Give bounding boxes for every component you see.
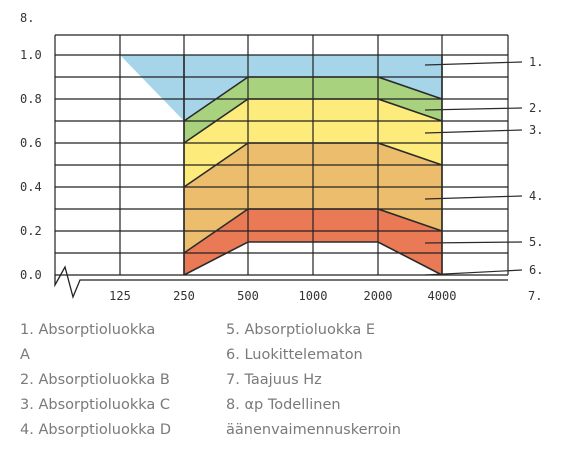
y-tick-label: 0.6 [20,136,42,150]
legend-column-1: 1. Absorptioluokka A 2. Absorptioluokka … [20,318,171,443]
callout-label-6: 6. [529,263,543,277]
callout-line-2 [424,107,523,111]
zone-outlines [183,55,443,276]
absorption-class-chart: 8. 7. 0.0 0.2 0.4 0.6 0.8 1.0 125 250 500 1000 200… [20,11,543,303]
legend-item: 5. Absorptioluokka E [226,322,376,338]
zone-boundary-4 [183,208,443,254]
legend-item: 6. Luokittelematon [226,347,363,363]
legend-item: 4. Absorptioluokka D [20,422,172,438]
x-axis-break [54,265,508,300]
callout-label-2: 2. [529,101,543,115]
callout-label-5: 5. [529,235,543,249]
y-tick-label: 0.2 [20,224,42,238]
callout-line-5 [424,241,523,244]
y-tick-label: 0.4 [20,180,42,194]
x-tick-label: 2000 [364,289,393,303]
x-axis-label: 7. [528,289,542,303]
legend-item: 8. αp Todellinen [226,397,341,413]
zone-boundary-1 [183,76,443,122]
x-tick-label: 4000 [428,289,457,303]
legend-item: 1. Absorptioluokka [20,322,156,338]
zone-boundary-3 [183,142,443,188]
figure-label: 8. [20,11,34,25]
legend-column-2: 5. Absorptioluokka E 6. Luokittelematon … [226,318,401,443]
zone-boundary-2 [183,98,443,144]
legend-item: 7. Taajuus Hz [226,372,322,388]
y-tick-label: 0.8 [20,92,42,106]
legend-item: 3. Absorptioluokka C [20,397,170,413]
legend-item: A [20,347,30,363]
callout-label-3: 3. [529,123,543,137]
callout-line-4 [424,195,523,200]
callout-line-6 [424,269,523,276]
zone-callouts: 1. 2. 3. 4. 5. 6. [424,55,543,277]
zone-area-1 [120,55,442,121]
callout-line-1 [424,61,523,66]
zone-boundary-5 [183,241,443,276]
y-tick-label: 1.0 [20,48,42,62]
y-tick-label: 0.0 [20,268,42,282]
callout-label-4: 4. [529,189,543,203]
x-tick-label: 1000 [299,289,328,303]
legend-item: 2. Absorptioluokka B [20,372,170,388]
legend-item: äänenvaimennuskerroin [226,422,401,438]
callout-label-1: 1. [529,55,543,69]
x-tick-label: 500 [237,289,259,303]
chart-labels: 8. 7. 0.0 0.2 0.4 0.6 0.8 1.0 125 250 500 1000 200… [20,11,542,303]
x-tick-label: 250 [173,289,195,303]
chart-axes [54,265,508,300]
x-tick-label: 125 [109,289,131,303]
callout-line-3 [424,129,523,134]
